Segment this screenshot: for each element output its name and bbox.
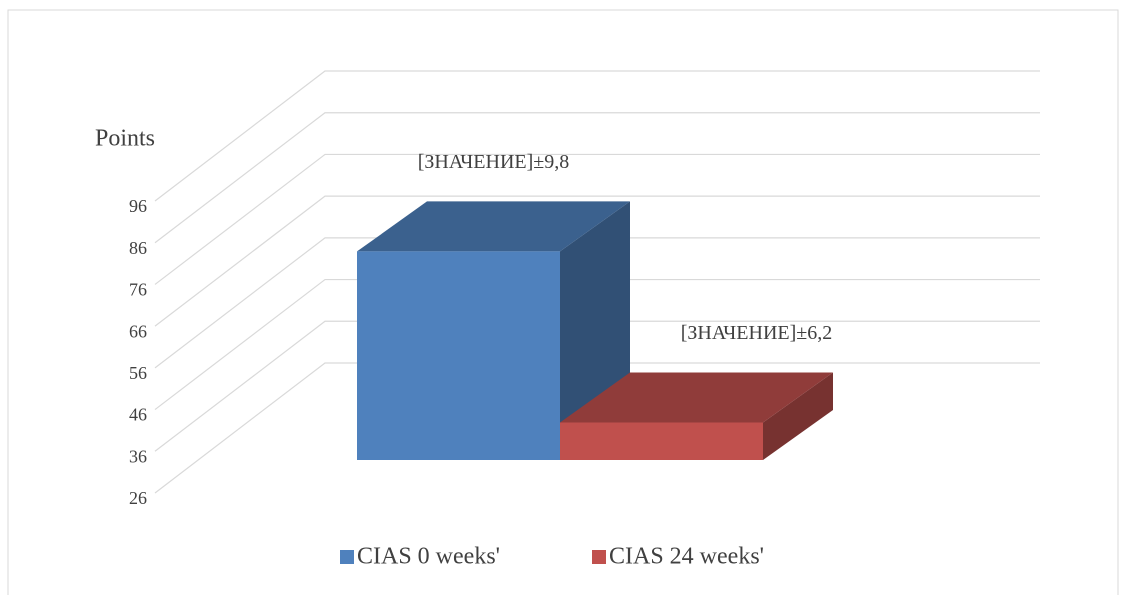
grid-line: [154, 320, 1040, 452]
y-tick-label: 26: [129, 488, 147, 508]
grid-line: [154, 195, 1040, 327]
data-label: [ЗНАЧЕНИЕ]±6,2: [681, 322, 832, 344]
data-label: [ЗНАЧЕНИЕ]±9,8: [418, 151, 569, 173]
grid-line: [154, 112, 1040, 244]
y-tick-label: 76: [129, 280, 147, 300]
y-axis-title: Points: [95, 126, 155, 152]
y-tick-label: 46: [129, 405, 147, 425]
y-tick-label: 66: [129, 321, 147, 341]
grid-line: [154, 70, 1040, 202]
y-tick-label: 86: [129, 238, 147, 258]
y-tick-label: 96: [129, 196, 147, 216]
bar-face: [560, 372, 833, 423]
bar-face: [560, 422, 763, 460]
grid-line: [154, 278, 1040, 411]
bar-face: [763, 372, 833, 460]
legend-swatch: [592, 550, 606, 564]
legend-label: CIAS 0 weeks': [357, 544, 500, 570]
bar-face: [357, 251, 560, 460]
legend-label: CIAS 24 weeks': [609, 544, 764, 570]
bar: [560, 372, 833, 460]
y-tick-label: 56: [129, 363, 147, 383]
bar-face: [357, 201, 630, 252]
grid-line: [154, 362, 1040, 494]
grid-line: [154, 153, 1040, 285]
chart-border: [7, 9, 1119, 595]
y-tick-label: 36: [129, 446, 147, 466]
bar: [357, 201, 630, 460]
legend-swatch: [340, 550, 354, 564]
grid-line: [154, 237, 1040, 369]
